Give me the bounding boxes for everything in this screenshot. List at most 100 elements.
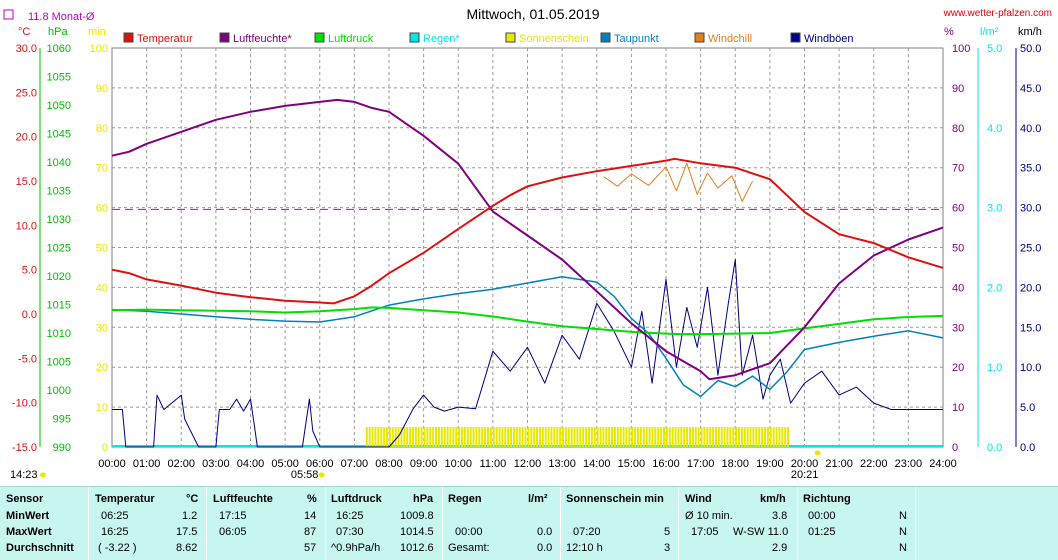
wind-axis-tick: 25.0 bbox=[1020, 243, 1041, 255]
sunshine-bar bbox=[743, 427, 746, 447]
x-axis-tick: 00:00 bbox=[98, 458, 126, 470]
pressure-axis-unit: hPa bbox=[48, 26, 68, 38]
series-line-luftfeuchte bbox=[111, 98, 944, 381]
sunshine-bar bbox=[694, 427, 697, 447]
sunshine-bar bbox=[538, 427, 541, 447]
sunshine-bar bbox=[377, 427, 380, 447]
header-wind-unit: km/h bbox=[760, 493, 786, 505]
minutes-axis-tick: 20 bbox=[96, 362, 108, 374]
sunshine-bar bbox=[489, 427, 492, 447]
sunshine-bar bbox=[478, 427, 481, 447]
humidity-axis-tick: 100 bbox=[952, 43, 970, 55]
sunshine-bar bbox=[599, 427, 602, 447]
sunshine-bar bbox=[512, 427, 515, 447]
sunshine-bar bbox=[766, 427, 769, 447]
sunshine-bar bbox=[746, 427, 749, 447]
header-rain: Regen bbox=[448, 493, 482, 505]
sunshine-bar bbox=[688, 427, 691, 447]
sunshine-bar bbox=[706, 427, 709, 447]
x-axis-tick: 22:00 bbox=[860, 458, 888, 470]
sunshine-bar bbox=[429, 427, 432, 447]
pressure-axis-tick: 1030 bbox=[47, 214, 71, 226]
divider bbox=[206, 487, 207, 560]
sunshine-bar bbox=[443, 427, 446, 447]
wind-axis-tick: 30.0 bbox=[1020, 203, 1041, 215]
sunshine-bar bbox=[426, 427, 429, 447]
monthly-avg-marker bbox=[3, 9, 14, 20]
sunshine-bar bbox=[735, 427, 738, 447]
header-sensor: Sensor bbox=[6, 493, 44, 505]
divider bbox=[797, 487, 798, 560]
legend-label: Sonnenschein bbox=[519, 33, 589, 45]
sunshine-bar bbox=[752, 427, 755, 447]
rain-axis-tick: 4.0 bbox=[987, 123, 1002, 135]
legend-swatch bbox=[694, 32, 705, 43]
legend-label: Regen* bbox=[423, 33, 460, 45]
sunshine-bar bbox=[550, 427, 553, 447]
legend-swatch bbox=[314, 32, 325, 43]
sunshine-bar bbox=[651, 427, 654, 447]
dir-min-time: 00:00 bbox=[808, 510, 836, 522]
x-axis-tick: 10:00 bbox=[444, 458, 472, 470]
sunset-icon bbox=[814, 450, 821, 456]
x-axis-tick: 07:00 bbox=[341, 458, 369, 470]
wind-axis-tick: 0.0 bbox=[1020, 442, 1035, 454]
series-line-taupunkt bbox=[111, 276, 944, 398]
sunshine-bar bbox=[613, 427, 616, 447]
temp-axis-tick: 15.0 bbox=[16, 176, 37, 188]
sunshine-bar bbox=[720, 427, 723, 447]
sunshine-bar bbox=[665, 427, 668, 447]
wind-avg-value: 2.9 bbox=[772, 542, 788, 554]
legend-swatch bbox=[790, 32, 801, 43]
series-line-temperatur bbox=[111, 157, 944, 305]
sunshine-bar bbox=[562, 427, 565, 447]
divider bbox=[915, 487, 916, 560]
sunshine-bar bbox=[469, 427, 472, 447]
sunshine-bar bbox=[709, 427, 712, 447]
row-label: MinWert bbox=[6, 510, 50, 522]
sunshine-bar bbox=[446, 427, 449, 447]
hum-min-value: 14 bbox=[304, 510, 317, 522]
divider bbox=[325, 487, 326, 560]
temp-axis-tick: -15.0 bbox=[12, 442, 37, 454]
minutes-axis-tick: 10 bbox=[96, 402, 108, 414]
dir-avg-value: N bbox=[899, 542, 907, 554]
sunshine-bar bbox=[740, 427, 743, 447]
wind-axis-unit: km/h bbox=[1018, 26, 1042, 38]
hum-max-value: 87 bbox=[304, 526, 317, 538]
pressure-axis-tick: 1045 bbox=[47, 129, 71, 141]
sunshine-bar bbox=[403, 427, 406, 447]
sunshine-bar bbox=[498, 427, 501, 447]
sunshine-bar bbox=[371, 427, 374, 447]
legend-label: Luftfeuchte* bbox=[233, 33, 292, 45]
sunshine-bar bbox=[585, 427, 588, 447]
sunshine-bar bbox=[472, 427, 475, 447]
sunshine-bar bbox=[458, 427, 461, 447]
sunshine-bar bbox=[391, 427, 394, 447]
legend-label: Temperatur bbox=[137, 33, 193, 45]
sunshine-bar bbox=[784, 427, 787, 447]
sunshine-bar bbox=[484, 427, 487, 447]
temp-axis-unit: °C bbox=[18, 26, 30, 38]
legend-swatch bbox=[409, 32, 420, 43]
sunshine-bar bbox=[637, 427, 640, 447]
wind-axis-tick: 15.0 bbox=[1020, 322, 1041, 334]
legend-swatch bbox=[123, 32, 134, 43]
x-axis-tick: 09:00 bbox=[410, 458, 438, 470]
pres-min-time: 16:25 bbox=[336, 510, 364, 522]
sunshine-bar bbox=[527, 427, 530, 447]
wind-axis-tick: 50.0 bbox=[1020, 43, 1041, 55]
sunshine-bar bbox=[440, 427, 443, 447]
sunshine-bar bbox=[576, 427, 579, 447]
sunshine-bar bbox=[657, 427, 660, 447]
sunshine-bar bbox=[567, 427, 570, 447]
x-axis-tick: 19:00 bbox=[756, 458, 784, 470]
sunshine-bar bbox=[634, 427, 637, 447]
sunshine-bar bbox=[461, 427, 464, 447]
pressure-axis-tick: 1010 bbox=[47, 328, 71, 340]
sunshine-bar bbox=[671, 427, 674, 447]
sunshine-bar bbox=[755, 427, 758, 447]
pressure-axis-tick: 1020 bbox=[47, 271, 71, 283]
sunshine-bar bbox=[703, 427, 706, 447]
sunshine-bar bbox=[501, 427, 504, 447]
